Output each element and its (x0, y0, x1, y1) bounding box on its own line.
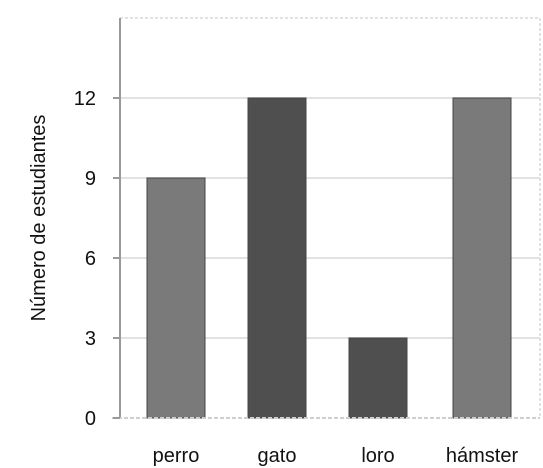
bar-loro (348, 337, 408, 419)
y-tick-labels: 0 3 6 9 12 (74, 88, 120, 430)
x-tick-label: loro (361, 445, 394, 467)
y-tick-label: 6 (85, 248, 96, 270)
y-tick-label: 9 (85, 168, 96, 190)
y-axis-title: Número de estudiantes (28, 115, 50, 322)
x-tick-label: perro (153, 445, 200, 467)
y-tick-label: 3 (85, 328, 96, 350)
bar-gato (247, 97, 307, 419)
y-tick-label: 12 (74, 88, 96, 110)
x-tick-label: gato (258, 445, 297, 467)
bars (146, 97, 512, 419)
x-tick-labels: perro gato loro hámster (153, 445, 519, 467)
bar-perro (146, 177, 206, 419)
x-tick-label: hámster (446, 445, 519, 467)
bar-hámster (452, 97, 512, 419)
y-tick-label: 0 (85, 408, 96, 430)
